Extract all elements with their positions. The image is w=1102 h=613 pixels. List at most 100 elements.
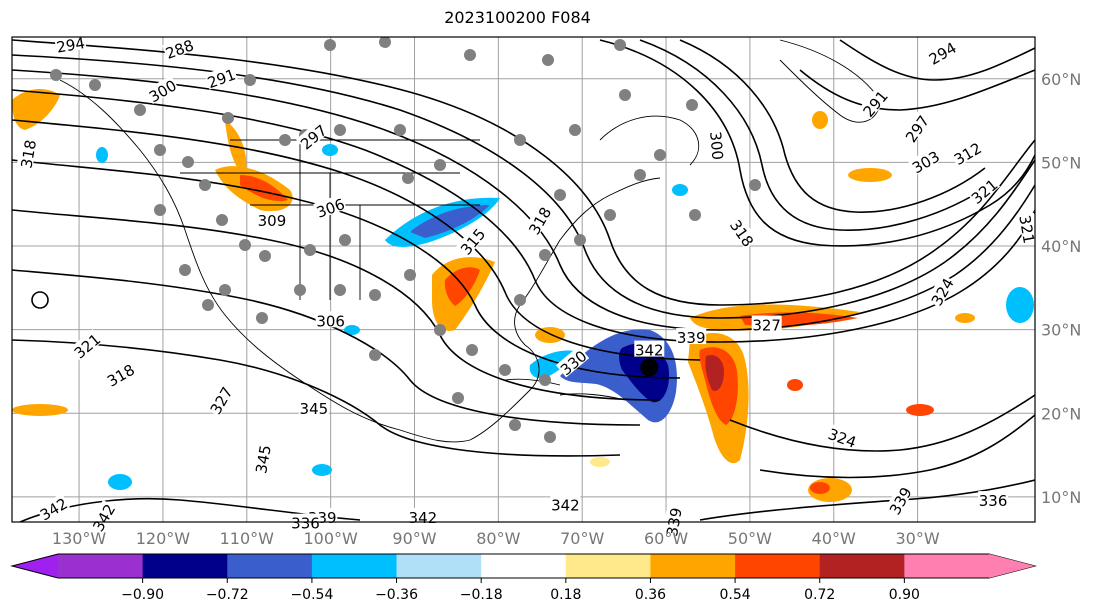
contour-label: 342 [551, 496, 580, 514]
colorbar-over-arrow [989, 554, 1035, 578]
small-anomaly [96, 147, 108, 163]
contour-label-background [676, 328, 707, 345]
small-anomaly [672, 184, 688, 196]
station-dots [50, 37, 761, 443]
contour-label-background [550, 495, 581, 512]
contour-label-background [751, 315, 782, 332]
latitude-label: 50°N [1041, 153, 1081, 172]
colorbar-tick-label: 0.72 [804, 587, 835, 603]
contour-label: 345 [300, 400, 329, 418]
latitude-label: 60°N [1041, 70, 1081, 89]
longitude-label: 60°W [644, 529, 688, 548]
contour-label-background [524, 202, 553, 237]
contour-label: 336 [291, 515, 320, 533]
small-anomaly [344, 325, 360, 335]
contour-label-background [455, 223, 488, 258]
contour-label-background [858, 85, 890, 120]
contour-label-background [88, 499, 117, 534]
contour-label-background [35, 493, 70, 523]
latitude-label: 40°N [1041, 237, 1081, 256]
colorbar-swatch [819, 554, 905, 578]
colorbar-swatch [396, 554, 482, 578]
small-anomaly [848, 168, 892, 182]
colorbar-tick-label: 0.36 [635, 587, 666, 603]
colorbar-tick-label: 0.90 [889, 587, 920, 603]
colorbar-swatch [142, 554, 228, 578]
longitude-label: 30°W [896, 529, 940, 548]
longitude-label: 130°W [52, 529, 107, 548]
contour-label-background [825, 423, 860, 450]
colorbar-swatch [904, 554, 990, 578]
contour-label-background [555, 345, 590, 378]
contour-label-background [966, 174, 1001, 206]
contour-label: 300 [706, 131, 726, 161]
colorbar-swatch [58, 554, 144, 578]
contour-lines [12, 39, 1035, 522]
small-anomaly [590, 457, 610, 467]
colorbar: −0.90 −0.72 −0.54 −0.36 −0.18 0.18 0.36 0.54 0.7… [10, 553, 1037, 603]
longitude-label: 40°W [812, 529, 856, 548]
colorbar-tick-label: 0.18 [550, 587, 581, 603]
longitude-label: 90°W [392, 529, 436, 548]
latitude-label: 20°N [1041, 404, 1081, 423]
contour-label-background [144, 75, 179, 105]
colorbar-tick-label: −0.72 [206, 587, 249, 603]
colorbar-tick-label: −0.54 [290, 587, 333, 603]
contour-label-background [162, 35, 196, 61]
colorbar-swatch [227, 554, 313, 578]
contour-label-background [727, 215, 759, 250]
contour-label: 318 [17, 138, 40, 169]
positive-anomaly-alaska [12, 88, 60, 130]
longitude-label: 80°W [476, 529, 520, 548]
contour-label-background [884, 483, 914, 518]
contour-label-background [256, 210, 287, 227]
colorbar-swatch [650, 554, 736, 578]
contour-label-background [908, 146, 942, 176]
small-anomaly [812, 111, 828, 129]
colorbar-tick-label: −0.36 [375, 587, 418, 603]
latitude-labels: 60°N 50°N 40°N 30°N 20°N 10°N [1041, 70, 1081, 507]
contour-label-background [103, 359, 137, 389]
contour-label-background [924, 37, 959, 67]
small-anomaly [12, 404, 68, 416]
contour-label-background [205, 382, 235, 417]
storm-center-marker [640, 358, 659, 377]
contour-label-background [313, 193, 347, 220]
contour-label-background [298, 399, 329, 416]
contour-label-background [315, 311, 346, 328]
small-anomaly [906, 404, 934, 416]
colorbar-tick-label: −0.18 [460, 587, 503, 603]
longitude-label: 50°W [728, 529, 772, 548]
contour-label-background [69, 329, 103, 361]
contour-label: 339 [677, 329, 706, 347]
colorbar-swatch [311, 554, 398, 578]
contour-label: 321 [1015, 214, 1038, 245]
latitude-label: 30°N [1041, 321, 1081, 340]
negative-anomaly-east-us-inner [410, 205, 490, 238]
contour-label-background [54, 32, 87, 54]
contour-label: 342 [635, 342, 664, 360]
contour-label: 345 [252, 444, 275, 475]
small-anomaly [810, 482, 830, 494]
contour-label-background [978, 491, 1009, 508]
small-anomaly [1006, 287, 1034, 323]
latitude-label: 10°N [1041, 488, 1081, 507]
colorbar-tick-label: 0.54 [720, 587, 751, 603]
colorbar-tick-label: −0.90 [121, 587, 164, 603]
contour-label-background [295, 120, 330, 152]
contour-label-background [407, 507, 438, 524]
positive-peak-atlantic [705, 354, 724, 391]
colorbar-swatch [481, 554, 567, 578]
colorbar-swatch [565, 554, 651, 578]
small-anomaly [312, 464, 332, 476]
colorbar-under-arrow [12, 554, 58, 578]
contour-label-background [204, 64, 238, 90]
longitude-label: 70°W [560, 529, 604, 548]
longitude-label: 110°W [220, 529, 275, 548]
colorbar-tick-labels: −0.90 −0.72 −0.54 −0.36 −0.18 0.18 0.36 0.54 0.7… [121, 578, 920, 603]
contour-label-background [926, 274, 956, 309]
contour-label-background [634, 340, 665, 357]
small-anomaly [108, 474, 132, 490]
